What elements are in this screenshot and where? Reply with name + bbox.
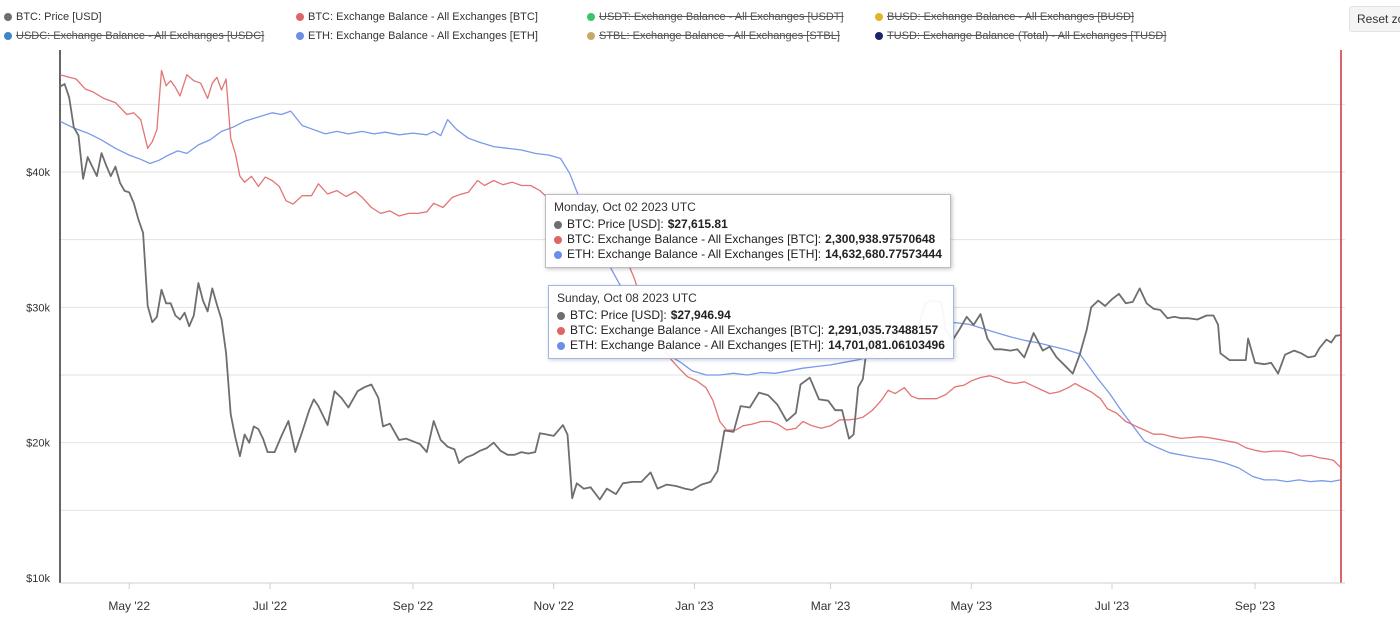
legend-dot-icon: [875, 32, 883, 40]
tooltip-oct-08: Sunday, Oct 08 2023 UTC BTC: Price [USD]…: [548, 285, 954, 359]
tooltip-date: Monday, Oct 02 2023 UTC: [554, 200, 696, 214]
btc-balance-line: [59, 69, 1341, 468]
tooltip-row-btc-balance: BTC: Exchange Balance - All Exchanges [B…: [554, 232, 942, 247]
x-tick-label: Jul '23: [1095, 599, 1130, 613]
tooltip-row-value: 2,291,035.73488157: [828, 323, 939, 337]
legend-item[interactable]: ETH: Exchange Balance - All Exchanges [E…: [296, 30, 538, 42]
legend-dot-icon: [587, 13, 595, 21]
x-tick-label: Nov '22: [534, 599, 575, 613]
x-tick-label: May '23: [950, 599, 992, 613]
tooltip-dot-icon: [554, 220, 562, 229]
tooltip-row-value: $27,615.81: [667, 217, 728, 231]
legend-dot-icon: [875, 13, 883, 21]
tooltip-row-label: BTC: Exchange Balance - All Exchanges [B…: [570, 323, 825, 337]
x-tick-label: May '22: [108, 599, 150, 613]
tick-labels: May '22 Jul '22 Sep '22 Nov '22 Jan '23 Mar '…: [26, 167, 1276, 613]
x-tick-label: Sep '23: [1235, 599, 1276, 613]
axes: [59, 50, 1345, 589]
legend-label: BUSD: Exchange Balance - All Exchanges […: [887, 11, 1135, 23]
tooltip-row-value: $27,946.94: [670, 308, 731, 322]
tooltip-row-label: BTC: Price [USD]:: [567, 217, 664, 231]
y-left-tick-label: $40k: [26, 167, 50, 179]
tooltip-oct-02: Monday, Oct 02 2023 UTC BTC: Price [USD]…: [545, 194, 951, 268]
legend-label: USDT: Exchange Balance - All Exchanges […: [599, 11, 844, 23]
legend-item[interactable]: BUSD: Exchange Balance - All Exchanges […: [875, 11, 1134, 23]
legend-label: ETH: Exchange Balance - All Exchanges [E…: [308, 30, 538, 42]
y-left-tick-label: $30k: [26, 302, 50, 314]
tooltip-row-label: BTC: Price [USD]:: [570, 308, 667, 322]
tooltip-row-btc-price: BTC: Price [USD]: $27,615.81: [554, 217, 942, 232]
legend-label: BTC: Price [USD]: [16, 11, 102, 23]
legend-item[interactable]: USDC: Exchange Balance - All Exchanges […: [4, 30, 264, 42]
chart-legend: BTC: Price [USD] BTC: Exchange Balance - …: [0, 0, 1345, 50]
tooltip-row-value: 14,701,081.06103496: [828, 338, 945, 352]
tooltip-dot-icon: [557, 341, 565, 350]
grid-lines: [60, 103, 1345, 511]
legend-dot-icon: [4, 13, 12, 21]
tooltip-row-eth-balance: ETH: Exchange Balance - All Exchanges [E…: [557, 338, 945, 353]
tooltip-dot-icon: [557, 326, 565, 335]
legend-item[interactable]: BTC: Exchange Balance - All Exchanges [B…: [296, 11, 538, 23]
x-tick-label: Jan '23: [675, 599, 714, 613]
legend-label: TUSD: Exchange Balance (Total) - All Exc…: [887, 30, 1167, 42]
tooltip-row-btc-balance: BTC: Exchange Balance - All Exchanges [B…: [557, 323, 945, 338]
tooltip-date: Sunday, Oct 08 2023 UTC: [557, 291, 697, 305]
legend-dot-icon: [296, 32, 304, 40]
legend-dot-icon: [587, 32, 595, 40]
tooltip-row-btc-price: BTC: Price [USD]: $27,946.94: [557, 308, 945, 323]
x-tick-label: Mar '23: [811, 599, 851, 613]
tooltip-dot-icon: [554, 250, 562, 259]
y-left-tick-label: $10k: [26, 573, 50, 585]
tooltip-row-label: ETH: Exchange Balance - All Exchanges [E…: [567, 247, 822, 261]
btc-price-line: [59, 83, 1341, 501]
legend-label: STBL: Exchange Balance - All Exchanges […: [599, 30, 840, 42]
tooltip-row-label: BTC: Exchange Balance - All Exchanges [B…: [567, 232, 822, 246]
legend-label: USDC: Exchange Balance - All Exchanges […: [16, 30, 265, 42]
reset-zoom-button[interactable]: Reset zo: [1349, 6, 1400, 32]
legend-item[interactable]: TUSD: Exchange Balance (Total) - All Exc…: [875, 30, 1166, 42]
legend-item[interactable]: BTC: Price [USD]: [4, 11, 102, 23]
x-tick-label: Sep '22: [393, 599, 434, 613]
legend-item[interactable]: STBL: Exchange Balance - All Exchanges […: [587, 30, 840, 42]
tooltip-row-value: 14,632,680.77573444: [825, 247, 942, 261]
legend-item[interactable]: USDT: Exchange Balance - All Exchanges […: [587, 11, 844, 23]
tooltip-row-eth-balance: ETH: Exchange Balance - All Exchanges [E…: [554, 247, 942, 262]
tooltip-row-label: ETH: Exchange Balance - All Exchanges [E…: [570, 338, 825, 352]
x-tick-label: Jul '22: [253, 599, 288, 613]
y-left-tick-label: $20k: [26, 438, 50, 450]
legend-dot-icon: [296, 13, 304, 21]
legend-dot-icon: [4, 32, 12, 40]
tooltip-dot-icon: [557, 311, 565, 320]
tooltip-dot-icon: [554, 235, 562, 244]
legend-label: BTC: Exchange Balance - All Exchanges [B…: [308, 11, 538, 23]
tooltip-row-value: 2,300,938.97570648: [825, 232, 936, 246]
